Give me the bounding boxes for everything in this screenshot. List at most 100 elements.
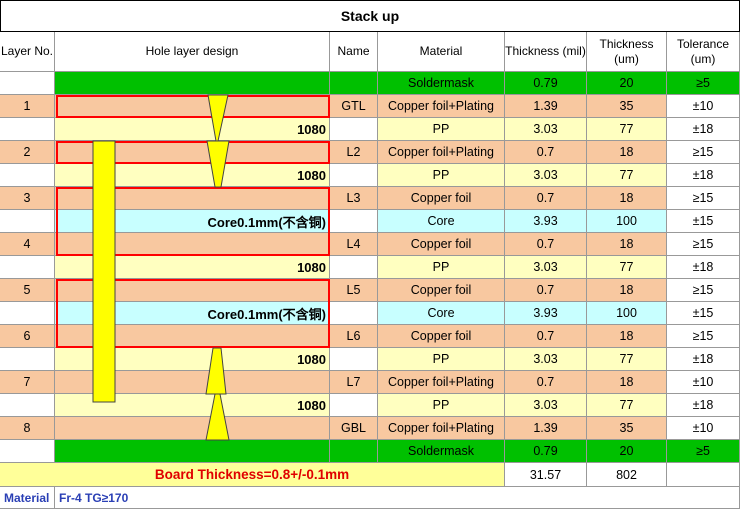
layer-name: L2 xyxy=(330,141,378,164)
board-thickness: Board Thickness=0.8+/-0.1mm xyxy=(0,463,505,487)
layer-number xyxy=(0,256,55,279)
thickness-um-cell: 35 xyxy=(587,95,667,118)
material-cell: PP xyxy=(378,118,505,141)
material-cell: Copper foil xyxy=(378,279,505,302)
layer-name xyxy=(330,164,378,187)
layer-name: L4 xyxy=(330,233,378,256)
thickness-um-cell: 18 xyxy=(587,325,667,348)
thickness-um-cell: 18 xyxy=(587,371,667,394)
tolerance-cell: ≥5 xyxy=(667,72,740,95)
thickness-mil-cell: 0.7 xyxy=(505,371,587,394)
thickness-mil-cell: 3.03 xyxy=(505,256,587,279)
layer-number xyxy=(0,348,55,371)
layer-number: 7 xyxy=(0,371,55,394)
thickness-mil-cell: 0.7 xyxy=(505,325,587,348)
material-cell: Soldermask xyxy=(378,440,505,463)
thickness-um-cell: 20 xyxy=(587,440,667,463)
thickness-mil-cell: 3.93 xyxy=(505,210,587,233)
tolerance-cell: ±18 xyxy=(667,164,740,187)
material-cell: Copper foil+Plating xyxy=(378,417,505,440)
layer-name: GBL xyxy=(330,417,378,440)
header-thickness-mil: Thickness (mil) xyxy=(505,32,587,72)
layer-name xyxy=(330,348,378,371)
layer-name xyxy=(330,440,378,463)
tolerance-cell: ±18 xyxy=(667,348,740,371)
material-cell: Copper foil+Plating xyxy=(378,141,505,164)
material-cell: PP xyxy=(378,256,505,279)
hole-design-cell: 1080 xyxy=(55,164,330,187)
layer-number xyxy=(0,302,55,325)
hole-design-cell: 1080 xyxy=(55,118,330,141)
thickness-um-cell: 77 xyxy=(587,348,667,371)
layer-number xyxy=(0,394,55,417)
thickness-mil-cell: 0.7 xyxy=(505,233,587,256)
hole-design-cell xyxy=(55,417,330,440)
tolerance-cell: ±10 xyxy=(667,417,740,440)
tolerance-cell: ≥15 xyxy=(667,279,740,302)
layer-name xyxy=(330,72,378,95)
material-cell: Core xyxy=(378,210,505,233)
thickness-um-cell: 77 xyxy=(587,256,667,279)
thickness-um-cell: 18 xyxy=(587,141,667,164)
footer-material-value: Fr-4 TG≥170 xyxy=(55,487,740,509)
layer-name xyxy=(330,256,378,279)
layer-number: 2 xyxy=(0,141,55,164)
material-cell: PP xyxy=(378,348,505,371)
hole-design-cell xyxy=(55,371,330,394)
thickness-mil-cell: 3.93 xyxy=(505,302,587,325)
layer-name: L7 xyxy=(330,371,378,394)
tolerance-cell: ≥15 xyxy=(667,187,740,210)
total-mil: 31.57 xyxy=(505,463,587,487)
material-cell: PP xyxy=(378,394,505,417)
thickness-um-cell: 77 xyxy=(587,164,667,187)
layer-name xyxy=(330,210,378,233)
thickness-um-cell: 100 xyxy=(587,210,667,233)
tolerance-cell: ±10 xyxy=(667,371,740,394)
thickness-mil-cell: 1.39 xyxy=(505,95,587,118)
material-cell: Copper foil xyxy=(378,187,505,210)
thickness-um-cell: 35 xyxy=(587,417,667,440)
stackup-title: Stack up xyxy=(0,0,740,32)
tolerance-cell: ≥15 xyxy=(667,141,740,164)
layer-number: 3 xyxy=(0,187,55,210)
tolerance-cell: ±15 xyxy=(667,210,740,233)
layer-name: L3 xyxy=(330,187,378,210)
thickness-mil-cell: 0.79 xyxy=(505,72,587,95)
layer-number: 5 xyxy=(0,279,55,302)
layer-number: 6 xyxy=(0,325,55,348)
layer-2-outline xyxy=(56,141,330,164)
layer-number xyxy=(0,72,55,95)
core-1-outline xyxy=(56,187,330,256)
header-tolerance: Tolerance (um) xyxy=(667,32,740,72)
tolerance-cell: ≥15 xyxy=(667,325,740,348)
thickness-um-cell: 20 xyxy=(587,72,667,95)
layer-name: L6 xyxy=(330,325,378,348)
layer-number xyxy=(0,164,55,187)
header-layer-no: Layer No. xyxy=(0,32,55,72)
header-thickness-um: Thickness (um) xyxy=(587,32,667,72)
hole-design-cell xyxy=(55,72,330,95)
tolerance-cell: ±15 xyxy=(667,302,740,325)
thickness-mil-cell: 3.03 xyxy=(505,164,587,187)
thickness-mil-cell: 0.7 xyxy=(505,141,587,164)
tolerance-cell: ±18 xyxy=(667,394,740,417)
material-cell: Copper foil+Plating xyxy=(378,95,505,118)
layer-number xyxy=(0,440,55,463)
layer-number xyxy=(0,210,55,233)
thickness-mil-cell: 3.03 xyxy=(505,118,587,141)
tolerance-cell: ±10 xyxy=(667,95,740,118)
hole-design-cell: 1080 xyxy=(55,348,330,371)
hole-design-cell: 1080 xyxy=(55,394,330,417)
layer-name: GTL xyxy=(330,95,378,118)
tolerance-cell: ±18 xyxy=(667,118,740,141)
tolerance-cell: ≥15 xyxy=(667,233,740,256)
material-cell: Copper foil xyxy=(378,233,505,256)
material-cell: Core xyxy=(378,302,505,325)
total-tolerance-empty xyxy=(667,463,740,487)
thickness-mil-cell: 0.79 xyxy=(505,440,587,463)
thickness-um-cell: 77 xyxy=(587,394,667,417)
thickness-mil-cell: 3.03 xyxy=(505,348,587,371)
thickness-um-cell: 100 xyxy=(587,302,667,325)
layer-1-outline xyxy=(56,95,330,118)
